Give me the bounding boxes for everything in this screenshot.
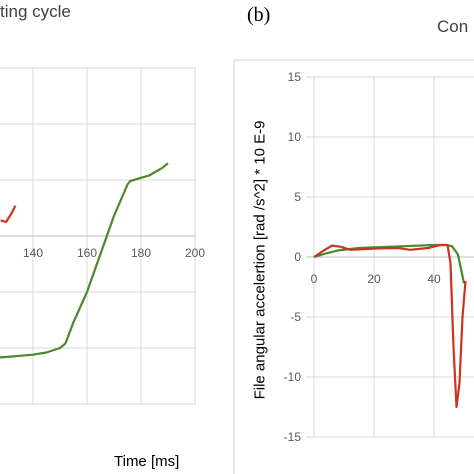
chart-b-title: Con xyxy=(437,17,469,36)
chart-b-y-tick-label: -10 xyxy=(284,370,302,384)
chart-b-y-tick-label: 10 xyxy=(288,130,302,144)
chart-b-y-tick-label: 15 xyxy=(288,70,302,84)
chart-b-y-tick-label: -15 xyxy=(284,430,302,444)
chart-b-y-tick-label: 5 xyxy=(294,190,301,204)
chart-a-x-tick-label: 140 xyxy=(23,246,43,260)
chart-b-x-tick-label: 0 xyxy=(311,272,318,286)
chart-b-x-tick-label: 20 xyxy=(367,272,381,286)
chart-a-series-line-0 xyxy=(0,205,17,224)
chart-b-series-line-0 xyxy=(313,243,466,284)
chart-a-x-axis-label: Time [ms] xyxy=(114,453,180,470)
chart-a-title: ting cycle xyxy=(0,2,71,21)
chart-a-series-line-1 xyxy=(0,162,169,359)
chart-a-x-tick-label: 160 xyxy=(77,246,97,260)
panel-b-label: (b) xyxy=(247,4,271,26)
chart-b-y-tick-label: -5 xyxy=(290,310,301,324)
chart-b-series-line-1 xyxy=(313,243,467,409)
chart-a: 140 160 180 200 xyxy=(0,67,205,405)
chart-a-x-tick-label: 200 xyxy=(185,246,205,260)
chart-a-x-tick-label: 180 xyxy=(131,246,151,260)
chart-b: 15 10 5 0 -5 -10 -15 0 20 40 xyxy=(233,59,474,474)
chart-b-y-tick-label: 0 xyxy=(294,250,301,264)
chart-b-x-tick-label: 40 xyxy=(427,272,441,286)
chart-b-y-axis-label: File angular accelertion [rad /s^2] * 10… xyxy=(251,120,269,400)
